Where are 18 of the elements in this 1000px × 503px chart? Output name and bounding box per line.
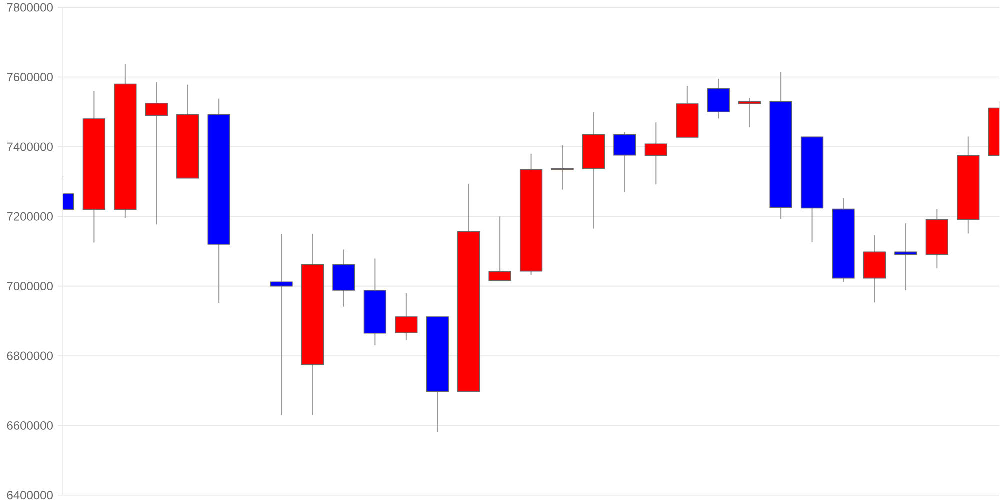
candlestick [644, 122, 668, 186]
y-tick-label: 6800000 [7, 352, 53, 360]
y-tick-label: 7800000 [7, 3, 53, 12]
candlestick [270, 234, 293, 416]
y-tick-label: 6600000 [7, 421, 53, 430]
candlestick [395, 292, 418, 341]
candlestick [614, 132, 636, 193]
y-tick-label: 7600000 [7, 73, 53, 82]
candlestick [551, 145, 574, 190]
y-tick-label: 6400000 [7, 491, 53, 500]
candlestick [145, 82, 168, 226]
candlestick [894, 223, 918, 292]
candlestick [738, 98, 762, 128]
candlestick [488, 216, 512, 282]
y-tick-label: 7000000 [7, 282, 53, 291]
y-tick-label: 7200000 [7, 212, 53, 221]
y-tick-label: 7400000 [7, 142, 53, 152]
candlestick [707, 78, 730, 120]
